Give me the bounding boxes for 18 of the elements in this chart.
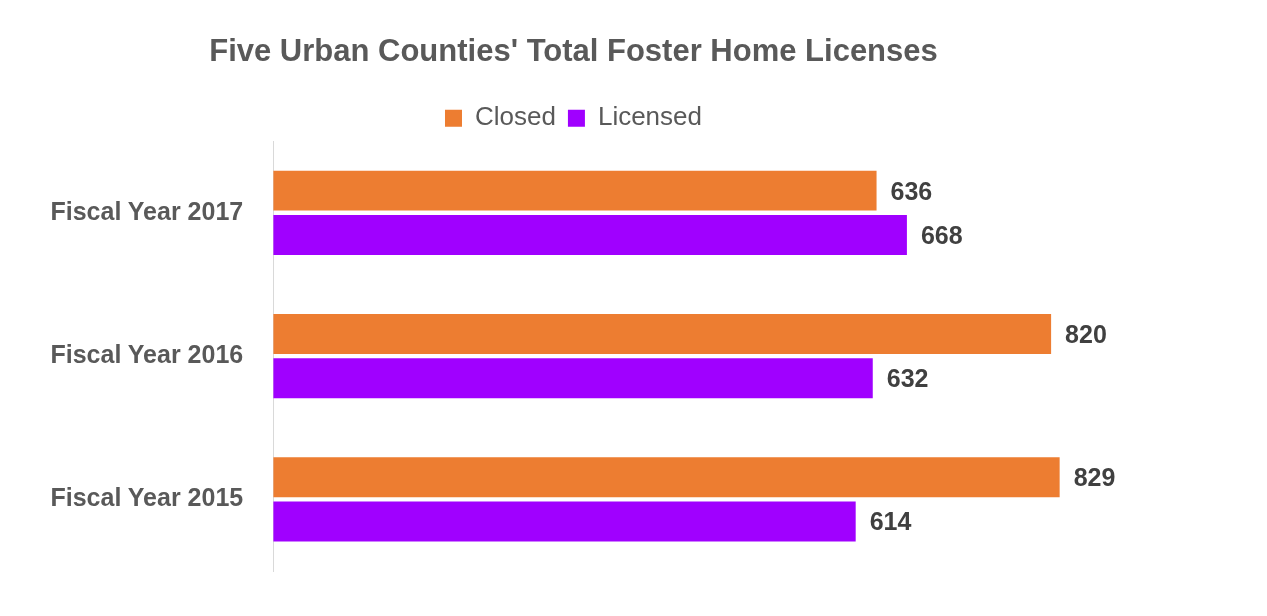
y-tick-label: Fiscal Year 2015 <box>50 483 244 512</box>
y-tick-label: Fiscal Year 2016 <box>50 339 244 368</box>
data-label: 632 <box>886 364 929 393</box>
data-label: 829 <box>1073 463 1116 492</box>
legend-label: Licensed <box>597 101 703 132</box>
bar <box>273 215 907 256</box>
bar <box>273 170 877 211</box>
bar <box>273 358 873 399</box>
legend-label: Closed <box>475 101 556 132</box>
data-label: 614 <box>869 507 912 536</box>
y-tick-label: Fiscal Year 2017 <box>50 196 244 225</box>
data-label: 820 <box>1065 319 1107 348</box>
chart-title: Five Urban Counties' Total Foster Home Licenses <box>209 33 938 69</box>
data-label: 668 <box>920 220 963 249</box>
bar <box>273 501 856 542</box>
bar <box>273 457 1060 498</box>
bar <box>273 313 1052 354</box>
data-label: 636 <box>890 176 933 205</box>
